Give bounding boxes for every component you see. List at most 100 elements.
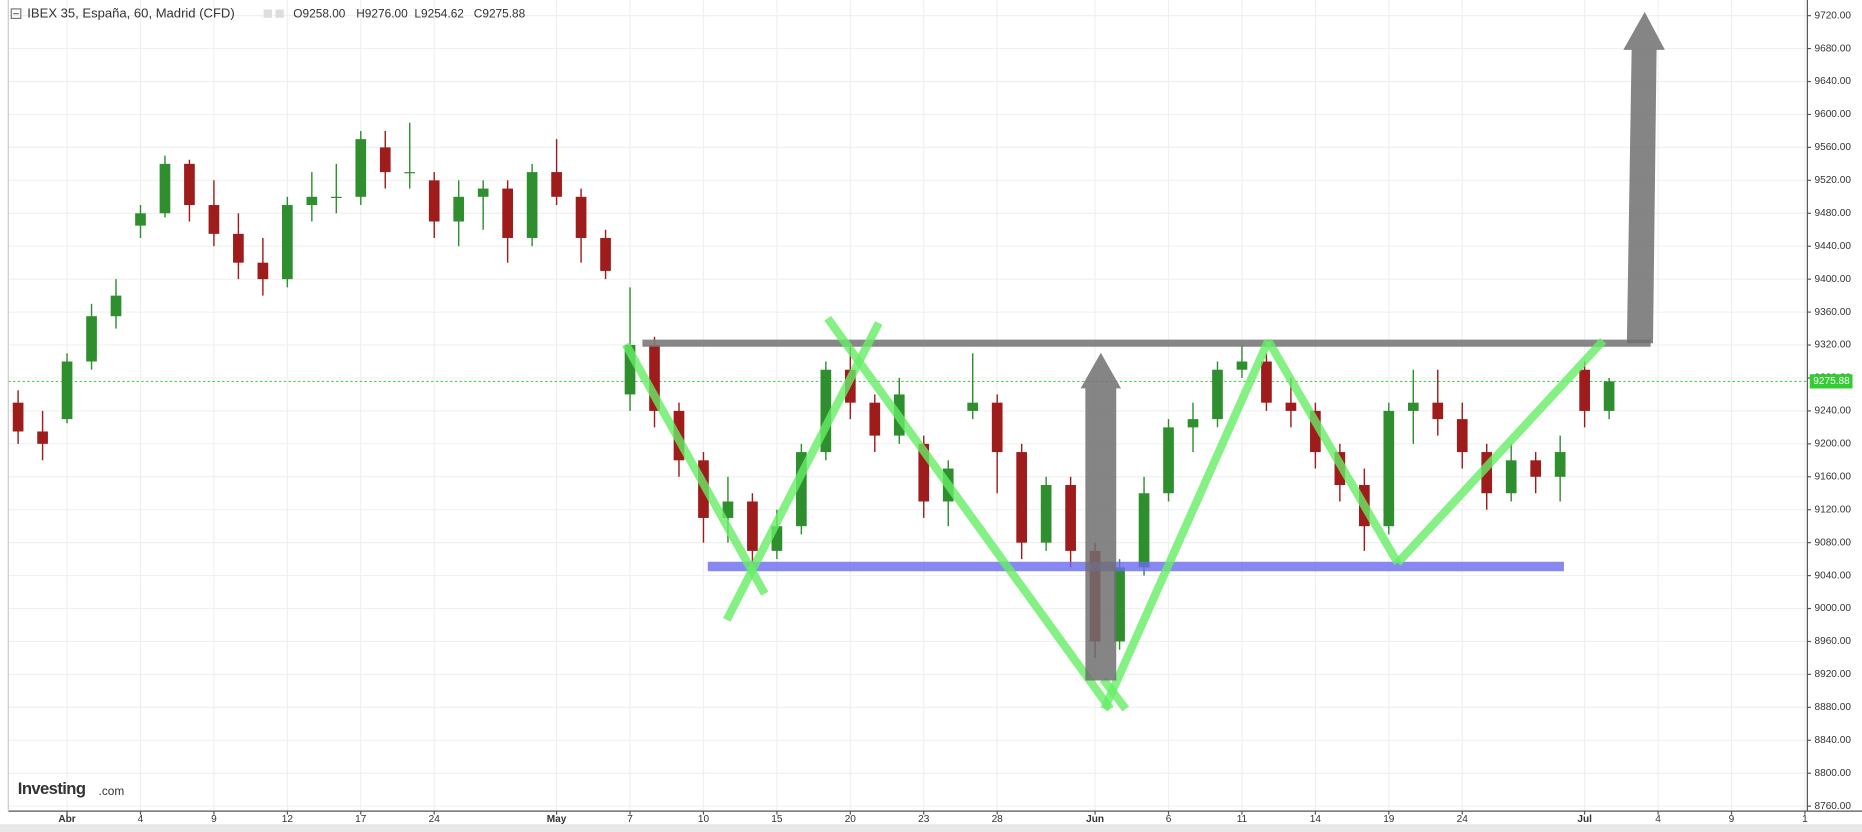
- candle-body: [600, 237, 611, 271]
- candle-body: [551, 172, 562, 197]
- candle-body: [1065, 485, 1076, 551]
- candle-body: [1456, 419, 1468, 453]
- x-tick-label: 7: [627, 814, 633, 825]
- candle-body: [991, 402, 1003, 453]
- pattern-line: [723, 321, 883, 622]
- ohlc-open: O9258.00: [293, 6, 345, 20]
- y-tick-label: 9320.00: [1815, 340, 1852, 351]
- candle-body: [1505, 460, 1517, 494]
- pattern-line: [1394, 338, 1607, 566]
- x-tick-label: 14: [1310, 814, 1322, 825]
- candles: [12, 122, 1615, 658]
- candle-body: [1407, 402, 1419, 411]
- x-tick-label: 6: [1166, 814, 1172, 825]
- candle-body: [1603, 381, 1615, 411]
- logo: Investing: [18, 779, 86, 798]
- x-tick-label: May: [547, 814, 567, 825]
- chart-title: IBEX 35, España, 60, Madrid (CFD): [27, 6, 234, 21]
- candle-body: [208, 205, 220, 234]
- candle-body: [453, 196, 465, 222]
- candle-body: [379, 147, 391, 173]
- candle-body: [869, 402, 881, 436]
- candle-body: [1236, 361, 1248, 370]
- x-tick-label: Jul: [1577, 814, 1592, 825]
- x-tick-label: 1: [1802, 814, 1808, 825]
- candle-body: [1432, 402, 1444, 420]
- candle-body: [502, 188, 513, 238]
- candle-body: [135, 213, 146, 226]
- x-tick-label: 19: [1383, 814, 1395, 825]
- x-tick-label: 24: [429, 814, 441, 825]
- candle-body: [1187, 419, 1199, 428]
- x-tick-label: 15: [771, 814, 783, 825]
- bottom-toolbar: [0, 824, 1862, 832]
- pattern-line: [1100, 339, 1273, 711]
- candle-body: [1138, 493, 1150, 568]
- y-tick-label: 9040.00: [1815, 570, 1852, 581]
- labels: 9720.00 9680.00 9640.00 9600.00 9560.00 9520.…: [58, 10, 1853, 825]
- y-tick-label: 8960.00: [1815, 636, 1852, 647]
- y-tick-label: 9240.00: [1815, 406, 1852, 417]
- x-tick-label: 10: [698, 814, 710, 825]
- candle-body: [1040, 485, 1052, 543]
- candle-body: [1530, 460, 1542, 477]
- y-tick-label: 9360.00: [1815, 307, 1852, 318]
- x-tick-label: 9: [1729, 814, 1735, 825]
- candle-body: [257, 262, 269, 280]
- candle-body: [1579, 369, 1590, 411]
- candle-body: [526, 172, 538, 238]
- candle-body: [649, 345, 660, 411]
- logo-suffix: .com: [99, 784, 125, 798]
- y-tick-label: 9680.00: [1815, 43, 1852, 54]
- candle-body: [624, 345, 636, 395]
- header-icon[interactable]: [263, 9, 272, 18]
- candle-body: [184, 163, 195, 206]
- y-tick-label: 8840.00: [1815, 735, 1852, 746]
- x-tick-label: 9: [211, 814, 217, 825]
- candle-body: [110, 295, 122, 317]
- x-tick-label: Jun: [1086, 814, 1104, 825]
- pattern-line: [622, 342, 769, 596]
- candle-body: [575, 196, 587, 238]
- y-tick-label: 9120.00: [1815, 504, 1852, 515]
- candle-body: [1261, 361, 1272, 403]
- y-tick-label: 9720.00: [1815, 10, 1852, 21]
- x-tick-label: Abr: [58, 814, 75, 825]
- candle-body: [967, 402, 979, 411]
- candle-body: [86, 316, 97, 362]
- candle-body: [1016, 452, 1028, 543]
- candle-body: [306, 196, 318, 206]
- candle-body: [404, 172, 416, 174]
- candle-body: [796, 452, 807, 527]
- y-tick-label: 8880.00: [1815, 702, 1852, 713]
- header-icon[interactable]: [275, 9, 284, 18]
- candle-body: [1114, 567, 1125, 642]
- y-tick-label: 9600.00: [1815, 109, 1852, 120]
- candle-body: [233, 233, 244, 263]
- pattern-line: [1099, 676, 1130, 712]
- y-tick-label: 9000.00: [1815, 603, 1852, 614]
- y-tick-label: 9400.00: [1815, 274, 1852, 285]
- y-tick-label: 9080.00: [1815, 537, 1852, 548]
- candle-body: [1212, 369, 1223, 420]
- arrow-up: [1080, 352, 1121, 681]
- y-tick-label: 9160.00: [1815, 471, 1852, 482]
- y-tick-label: 8760.00: [1815, 801, 1852, 812]
- candle-body: [282, 205, 293, 280]
- candle-body: [159, 163, 171, 214]
- candle-body: [1383, 410, 1395, 527]
- collapse-icon[interactable]: [10, 8, 22, 20]
- candle-body: [747, 501, 758, 551]
- candle-body: [477, 188, 489, 197]
- arrow-up: [1623, 11, 1665, 344]
- x-tick-label: 4: [138, 814, 144, 825]
- candle-body: [1310, 410, 1321, 453]
- x-tick-label: 12: [282, 814, 294, 825]
- candle-body: [918, 443, 930, 502]
- candle-body: [355, 139, 367, 197]
- candle-body: [722, 501, 734, 518]
